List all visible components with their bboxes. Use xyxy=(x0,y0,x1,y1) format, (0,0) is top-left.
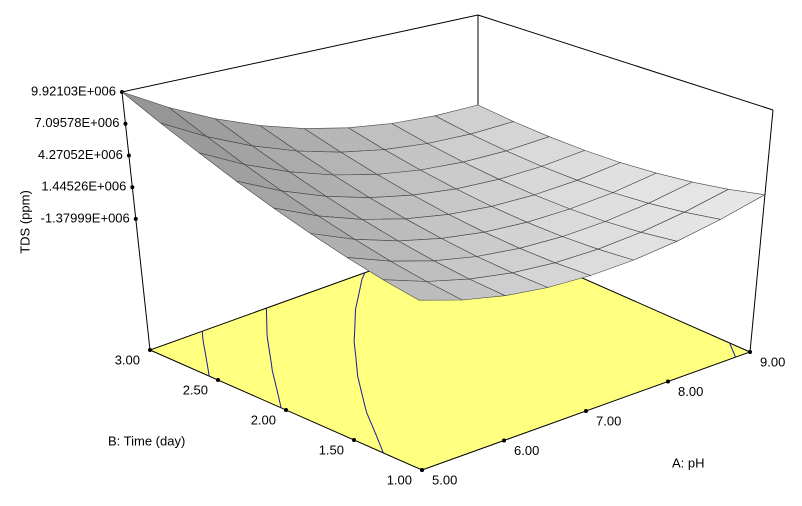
z-axis-title: TDS (ppm) xyxy=(17,190,32,254)
contour-line xyxy=(356,279,363,303)
contour-line xyxy=(365,408,368,413)
y-tick-label: 2.00 xyxy=(251,412,276,427)
contour-line xyxy=(355,302,358,310)
y-axis-title: B: Time (day) xyxy=(108,433,185,448)
contour-line xyxy=(201,331,204,341)
box-line xyxy=(121,91,151,351)
z-tick xyxy=(126,153,131,158)
y-tick xyxy=(420,468,424,472)
surface-cell xyxy=(382,279,463,301)
y-tick-label: 1.50 xyxy=(319,442,344,457)
x-axis-title: A: pH xyxy=(672,455,705,470)
contour-line xyxy=(271,371,277,387)
x-tick-label: 8.00 xyxy=(678,384,703,399)
contour-line xyxy=(729,342,737,358)
x-tick-label: 6.00 xyxy=(514,443,539,458)
y-tick xyxy=(216,378,220,382)
z-tick-label: 1.44526E+006 xyxy=(41,179,126,194)
z-tick-label: -1.37999E+006 xyxy=(40,210,129,225)
z-tick xyxy=(130,185,135,190)
y-tick-label: 2.50 xyxy=(183,382,208,397)
z-tick-label: 9.92103E+006 xyxy=(31,83,116,98)
box-line xyxy=(477,14,774,111)
contour-line xyxy=(366,412,376,433)
box-line xyxy=(749,109,774,353)
z-tick xyxy=(123,121,128,126)
contour-line xyxy=(202,340,207,358)
z-tick xyxy=(133,216,138,221)
y-tick-label: 3.00 xyxy=(115,352,140,367)
contour-line xyxy=(374,432,384,454)
contour-line xyxy=(265,308,268,336)
y-tick xyxy=(148,348,152,352)
y-tick xyxy=(352,438,356,442)
x-tick xyxy=(502,438,506,443)
contour-line xyxy=(358,383,367,409)
x-tick-label: 9.00 xyxy=(760,354,785,369)
contour-line xyxy=(205,356,210,377)
contour-line xyxy=(266,335,272,362)
y-tick-label: 1.00 xyxy=(387,472,412,487)
contour-line xyxy=(353,330,356,342)
y-tick xyxy=(284,408,288,412)
z-tick-label: 7.09578E+006 xyxy=(34,115,119,130)
contour-line xyxy=(353,341,357,358)
contour-line xyxy=(275,386,282,408)
x-tick xyxy=(748,350,752,354)
contour-line xyxy=(357,375,360,384)
contour-line xyxy=(355,357,359,376)
contour-line xyxy=(270,360,273,372)
x-tick xyxy=(666,379,670,384)
box-line xyxy=(121,14,479,93)
x-tick-label: 7.00 xyxy=(596,413,621,428)
z-tick-label: 4.27052E+006 xyxy=(38,147,123,162)
x-tick-label: 5.00 xyxy=(432,472,457,487)
contour-line xyxy=(354,309,356,331)
x-tick xyxy=(584,409,588,413)
contour-line xyxy=(361,272,366,280)
